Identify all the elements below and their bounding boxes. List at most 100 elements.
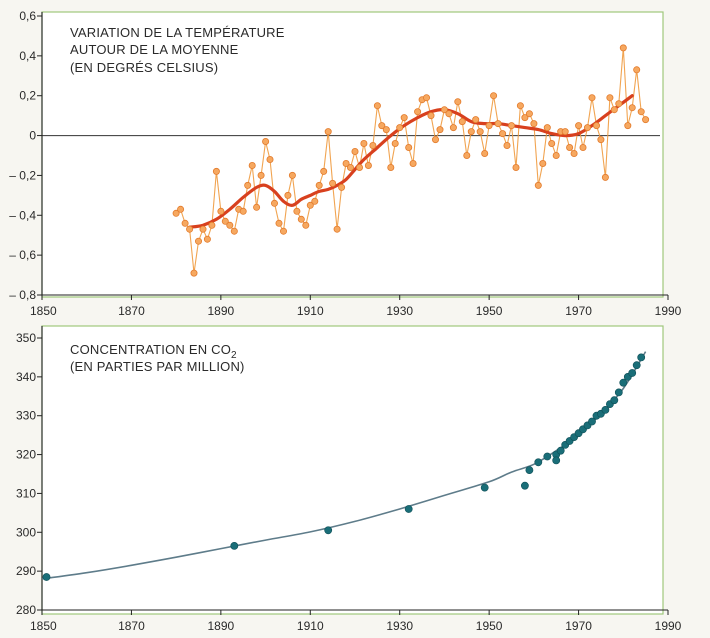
temperature-point — [499, 130, 507, 138]
temperature-point — [382, 126, 390, 134]
co2-point — [556, 446, 565, 455]
co2-title-subscript: 2 — [231, 350, 237, 361]
co2-y-tick-label: 340 — [16, 370, 36, 384]
temperature-point — [440, 106, 448, 114]
temperature-point — [221, 217, 229, 225]
temperature-point — [378, 122, 386, 130]
temperature-point — [226, 221, 234, 229]
temperature-point — [467, 128, 475, 136]
temperature-point — [610, 106, 618, 114]
co2-point — [628, 369, 637, 377]
temperature-point — [588, 94, 596, 102]
temperature-point — [436, 126, 444, 134]
temperature-point — [543, 124, 551, 132]
co2-x-tick-label: 1990 — [655, 619, 682, 633]
co2-plot-frame — [41, 325, 664, 615]
temperature-point — [306, 201, 314, 209]
temperature-point — [445, 110, 453, 118]
co2-points — [42, 353, 646, 581]
temperature-point — [342, 159, 350, 167]
co2-x-tick-label: 1910 — [297, 619, 324, 633]
co2-point — [614, 388, 623, 397]
temperature-point — [311, 197, 319, 205]
temperature-point — [293, 207, 301, 215]
temperature-point — [396, 124, 404, 132]
temperature-point — [338, 183, 346, 191]
temperature-point — [239, 207, 247, 215]
co2-title-line-2: (EN PARTIES PAR MILLION) — [70, 359, 245, 374]
temperature-point — [414, 108, 422, 116]
temperature-point — [320, 167, 328, 175]
co2-point — [552, 456, 561, 465]
temperature-point — [333, 225, 341, 233]
co2-point — [324, 526, 333, 535]
co2-y-tick-label: 300 — [16, 525, 36, 539]
co2-point — [619, 378, 628, 387]
temperature-y-tick-label: 0,4 — [19, 49, 36, 63]
temperature-point — [262, 137, 270, 145]
co2-point — [601, 405, 610, 414]
temperature-point — [449, 124, 457, 132]
temperature-title-line-2: AUTOUR DE LA MOYENNE — [70, 42, 239, 57]
temperature-point — [521, 114, 529, 122]
temperature-y-tick-label: – 0,8 — [9, 288, 36, 302]
temperature-point — [525, 110, 533, 118]
temperature-point — [253, 203, 261, 211]
temperature-point — [329, 179, 337, 187]
temperature-x-tick-label: 1970 — [565, 304, 592, 318]
temperature-title-line-1: VARIATION DE LA TEMPÉRATURE — [70, 25, 285, 40]
co2-point — [521, 481, 529, 490]
temperature-point — [284, 191, 292, 199]
temperature-point — [181, 219, 189, 227]
temperature-point — [481, 149, 489, 157]
co2-y-tick-label: 320 — [16, 448, 36, 462]
temperature-point — [364, 161, 372, 169]
temperature-x-tick-label: 1850 — [30, 304, 57, 318]
co2-y-tick-label: 280 — [16, 603, 36, 617]
temperature-point — [230, 227, 238, 235]
temperature-point — [186, 225, 194, 233]
temperature-point — [552, 151, 560, 159]
temperature-point — [633, 66, 641, 74]
co2-x-tick-label: 1870 — [118, 619, 145, 633]
temperature-point — [579, 143, 587, 151]
temperature-point — [615, 100, 623, 108]
co2-y-tick-label: 310 — [16, 486, 36, 500]
temperature-point — [172, 209, 180, 217]
temperature-point — [297, 215, 305, 223]
temperature-point — [427, 112, 435, 120]
temperature-point — [400, 114, 408, 122]
co2-x-tick-label: 1850 — [30, 619, 57, 633]
temperature-x-tick-label: 1930 — [386, 304, 413, 318]
temperature-point — [597, 136, 605, 144]
temperature-point — [199, 225, 207, 233]
temperature-point — [606, 94, 614, 102]
temperature-point — [642, 116, 650, 124]
temperature-point — [431, 136, 439, 144]
co2-point — [230, 542, 239, 550]
co2-y-tick-label: 290 — [16, 564, 36, 578]
temperature-point — [257, 171, 265, 179]
co2-point — [480, 483, 489, 492]
temperature-point — [387, 163, 395, 171]
temperature-x-tick-label: 1990 — [655, 304, 682, 318]
co2-point — [543, 452, 552, 461]
co2-x-tick-label: 1950 — [476, 619, 503, 633]
temperature-x-tick-label: 1870 — [118, 304, 145, 318]
co2-x-ticks: 1850 1870 1890 1910 1930 1950 1970 1990 — [30, 610, 682, 633]
temperature-y-tick-label: – 0,6 — [9, 248, 36, 262]
temperature-x-tick-label: 1910 — [297, 304, 324, 318]
temperature-point — [248, 161, 256, 169]
temperature-y-tick-label: 0,2 — [19, 89, 36, 103]
temperature-point — [288, 171, 296, 179]
temperature-point — [584, 124, 592, 132]
temperature-point — [628, 104, 636, 112]
temperature-point — [624, 122, 632, 130]
temperature-point — [539, 159, 547, 167]
temperature-point — [422, 94, 430, 102]
temperature-point — [561, 128, 569, 136]
co2-x-tick-label: 1890 — [208, 619, 235, 633]
temperature-point — [212, 167, 220, 175]
co2-point — [588, 417, 596, 426]
temperature-point — [454, 98, 462, 106]
